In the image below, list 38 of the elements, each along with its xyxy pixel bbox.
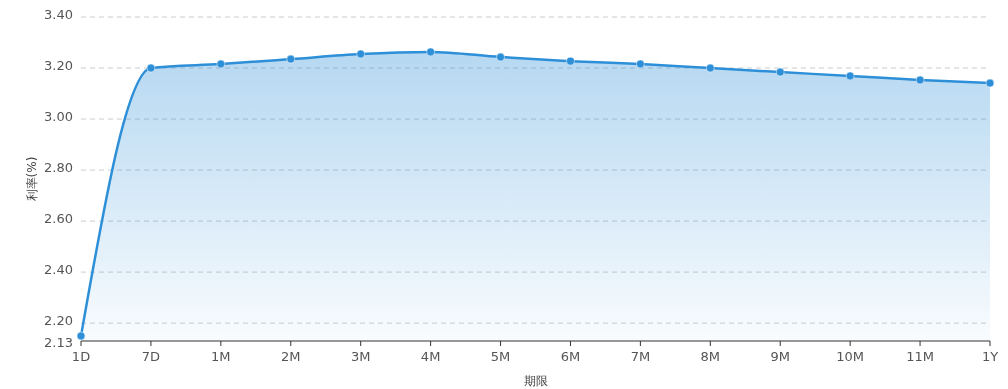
y-tick-label: 2.40 [44,261,73,277]
x-tick-label: 1M [211,349,231,364]
y-axis-title: 利率(%) [25,156,39,202]
point [566,56,575,66]
point [76,331,86,341]
point [356,49,365,59]
x-tick-label: 3M [350,349,371,364]
x-tick-label: 6M [560,349,581,364]
x-tick-label: 5M [490,349,511,364]
x-tick-label: 7M [630,349,651,364]
y-tick-label: 3.40 [44,6,73,22]
x-tick-label: 9M [770,349,790,364]
x-tick-label: 1D [71,349,91,364]
point [426,47,435,57]
point [915,75,925,85]
point [636,59,645,69]
x-tick-label: 8M [700,349,721,364]
x-tick-label: 1Y [981,349,999,364]
x-tick-label: 7D [141,349,161,364]
x-tick-label: 11M [906,349,934,364]
y-tick-label: 2.80 [44,159,73,175]
point [706,63,715,73]
point [985,78,995,88]
x-tick-label: 4M [420,349,441,364]
point [216,59,226,69]
x-tick-label: 10M [836,349,865,364]
y-tick-label: 3.20 [44,57,73,73]
x-axis-title: 期限 [523,374,548,388]
point [496,52,505,62]
point [845,71,855,81]
y-tick-label: 2.60 [44,210,73,226]
y-tick-label: 3.00 [44,108,73,124]
x-tick-label: 2M [281,349,301,364]
y-tick-label: 2.13 [44,334,73,350]
point [146,63,156,73]
point [775,67,785,77]
y-tick-label: 2.20 [44,312,73,328]
point [286,54,296,64]
